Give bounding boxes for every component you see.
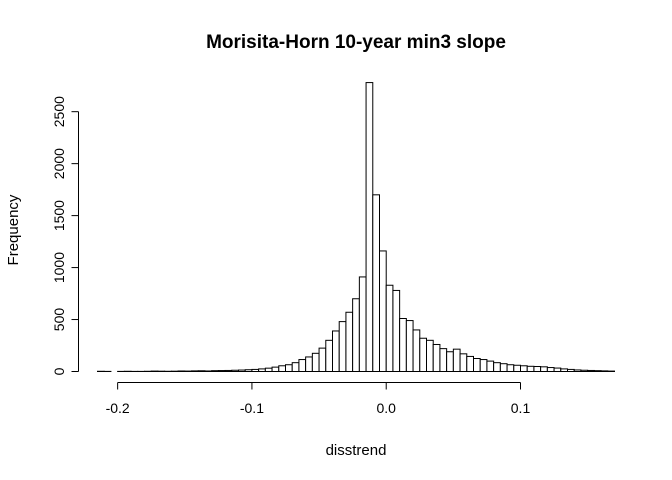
- histogram-bar: [419, 337, 428, 372]
- histogram-bar: [567, 368, 575, 373]
- histogram-bar: [412, 329, 421, 372]
- histogram-bar: [271, 366, 280, 373]
- histogram-bar: [305, 356, 313, 373]
- y-tick-label: 2000: [51, 148, 67, 179]
- histogram-bar: [358, 276, 367, 372]
- histogram-bar: [580, 369, 589, 372]
- histogram-bar: [546, 367, 555, 372]
- histogram-bar: [553, 367, 562, 373]
- histogram-bar: [285, 364, 293, 372]
- histogram-bar: [278, 365, 287, 372]
- histogram-bar: [439, 348, 448, 373]
- histogram-bar: [298, 359, 307, 372]
- histogram-bar: [573, 369, 582, 373]
- histogram-bar: [311, 352, 320, 372]
- histogram-bar: [446, 351, 454, 372]
- histogram-bar: [540, 366, 548, 373]
- histogram-bar: [177, 370, 186, 373]
- y-tick-label: 500: [51, 308, 67, 332]
- histogram-bar: [238, 369, 246, 372]
- histogram-bar: [506, 364, 515, 372]
- histogram-bar: [345, 311, 354, 373]
- histogram-bar: [372, 194, 381, 372]
- histogram-bar: [459, 353, 468, 372]
- histogram-bar: [432, 343, 441, 373]
- y-tick-label: 1000: [51, 252, 67, 283]
- x-tick-label: 0.1: [511, 400, 531, 416]
- histogram-bar: [338, 321, 347, 372]
- histogram-bar: [197, 370, 206, 372]
- x-axis: -0.2 -0.1 0.0 0.1: [106, 382, 531, 416]
- histogram-bar: [479, 359, 488, 372]
- x-axis-label: disstrend: [326, 442, 387, 459]
- histogram-bar: [426, 339, 434, 373]
- histogram-bar: [264, 367, 273, 373]
- histogram-bar: [486, 360, 495, 372]
- histogram-bar: [332, 330, 340, 372]
- histogram-bar: [520, 365, 528, 372]
- histogram-bar: [399, 318, 407, 372]
- histogram-bar: [231, 369, 239, 372]
- x-tick-label: -0.2: [106, 400, 130, 416]
- histogram-bar: [258, 368, 266, 372]
- histogram-bar: [392, 289, 401, 372]
- histogram-bar: [318, 347, 327, 372]
- histogram-bar: [365, 82, 374, 373]
- histogram-bar: [513, 364, 521, 373]
- histogram-bar: [560, 368, 568, 372]
- histogram-bar: [251, 368, 260, 373]
- x-tick-label: 0.0: [376, 400, 396, 416]
- histogram-bar: [244, 369, 253, 373]
- histogram-bar: [499, 363, 508, 372]
- histogram-bar: [405, 320, 414, 373]
- y-axis-label: Frequency: [5, 194, 22, 265]
- histogram-bar: [385, 284, 394, 372]
- histogram-bar: [473, 358, 481, 373]
- histogram-bar: [224, 369, 233, 372]
- histogram-bar: [204, 370, 213, 373]
- histogram-bar: [600, 370, 609, 373]
- histogram-bar: [533, 366, 542, 373]
- y-tick-label: 1500: [51, 200, 67, 231]
- x-tick-label: -0.1: [240, 400, 264, 416]
- y-tick-label: 0: [51, 367, 67, 375]
- chart-title: Morisita-Horn 10-year min3 slope: [206, 32, 506, 53]
- histogram-bar: [452, 348, 461, 373]
- histogram-bar: [466, 355, 475, 372]
- histogram-bar: [325, 339, 334, 373]
- y-tick-label: 2500: [51, 96, 67, 127]
- histogram-bar: [379, 250, 387, 372]
- histogram-bar: [352, 298, 360, 372]
- y-axis: 0 500 1000 1500 2000 2500: [51, 96, 79, 375]
- histogram-bar: [493, 362, 501, 373]
- histogram-bar: [587, 369, 595, 372]
- histogram-bar: [291, 362, 300, 373]
- histogram-bar: [526, 365, 535, 372]
- histogram-bar: [191, 370, 199, 373]
- histogram-bar: [593, 370, 602, 373]
- histogram-bar: [211, 370, 219, 373]
- histogram-bar: [217, 370, 226, 372]
- histogram-bars: [97, 82, 615, 373]
